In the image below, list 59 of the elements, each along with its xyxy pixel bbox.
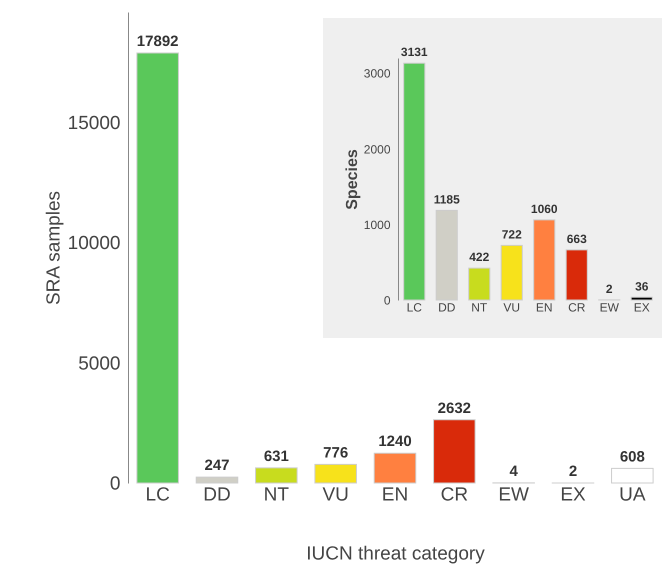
y-tick-label: 2000	[364, 142, 391, 156]
data-label: 2632	[438, 400, 472, 417]
data-label: 17892	[136, 33, 179, 50]
y-tick-label: 0	[384, 294, 391, 308]
x-tick-label: EX	[560, 484, 586, 506]
x-tick-label: LC	[146, 484, 170, 506]
bar	[136, 52, 179, 484]
bar	[403, 62, 426, 300]
data-label: 722	[502, 227, 522, 242]
data-label: 4	[509, 462, 518, 480]
x-tick-label: EW	[498, 484, 530, 506]
bar	[566, 249, 588, 300]
y-tick-label: 0	[110, 474, 120, 494]
bar	[630, 296, 653, 300]
data-label: 3131	[400, 45, 428, 60]
data-label: 247	[204, 457, 230, 474]
x-tick-label: NT	[471, 300, 488, 314]
x-tick-label: LC	[406, 300, 422, 314]
data-label: 1060	[530, 202, 558, 216]
data-label: 663	[566, 232, 588, 246]
x-tick-label: CR	[568, 300, 586, 314]
x-tick-label: EN	[382, 484, 408, 506]
data-label: 36	[635, 279, 649, 294]
data-label: 631	[264, 448, 289, 465]
bar	[314, 464, 357, 484]
bar	[611, 468, 654, 484]
x-tick-label: VU	[503, 300, 520, 314]
x-tick-label: VU	[322, 484, 349, 506]
y-axis-title: Species	[344, 149, 361, 210]
data-label: 422	[469, 250, 490, 264]
bar	[433, 419, 476, 484]
x-axis-title: IUCN threat category	[306, 544, 486, 564]
x-tick-label: EN	[536, 300, 553, 314]
data-label: 2	[568, 462, 578, 480]
x-tick-label: NT	[264, 484, 290, 506]
x-tick-label: DD	[203, 484, 231, 506]
x-tick-label: CR	[440, 484, 468, 506]
x-tick-label: DD	[438, 300, 456, 314]
data-label: 608	[620, 448, 645, 466]
data-label: 2	[606, 282, 613, 296]
y-tick-label: 15000	[68, 113, 120, 134]
data-label: 1240	[378, 433, 412, 450]
bar	[533, 219, 556, 300]
y-tick-label: 1000	[364, 218, 391, 232]
data-label: 1185	[434, 192, 460, 206]
bar	[255, 467, 298, 484]
x-tick-label: UA	[619, 484, 646, 506]
bar	[436, 210, 458, 300]
y-tick-label: 5000	[78, 353, 120, 374]
x-tick-label: EX	[634, 300, 650, 314]
x-tick-label: EW	[600, 300, 620, 314]
data-label: 776	[323, 444, 348, 462]
bar	[500, 244, 523, 300]
y-axis-title: SRA samples	[44, 190, 65, 306]
bar	[196, 476, 238, 484]
y-tick-label: 10000	[68, 233, 120, 254]
y-tick-label: 3000	[364, 66, 391, 81]
bar	[468, 268, 490, 300]
bar	[374, 452, 416, 484]
